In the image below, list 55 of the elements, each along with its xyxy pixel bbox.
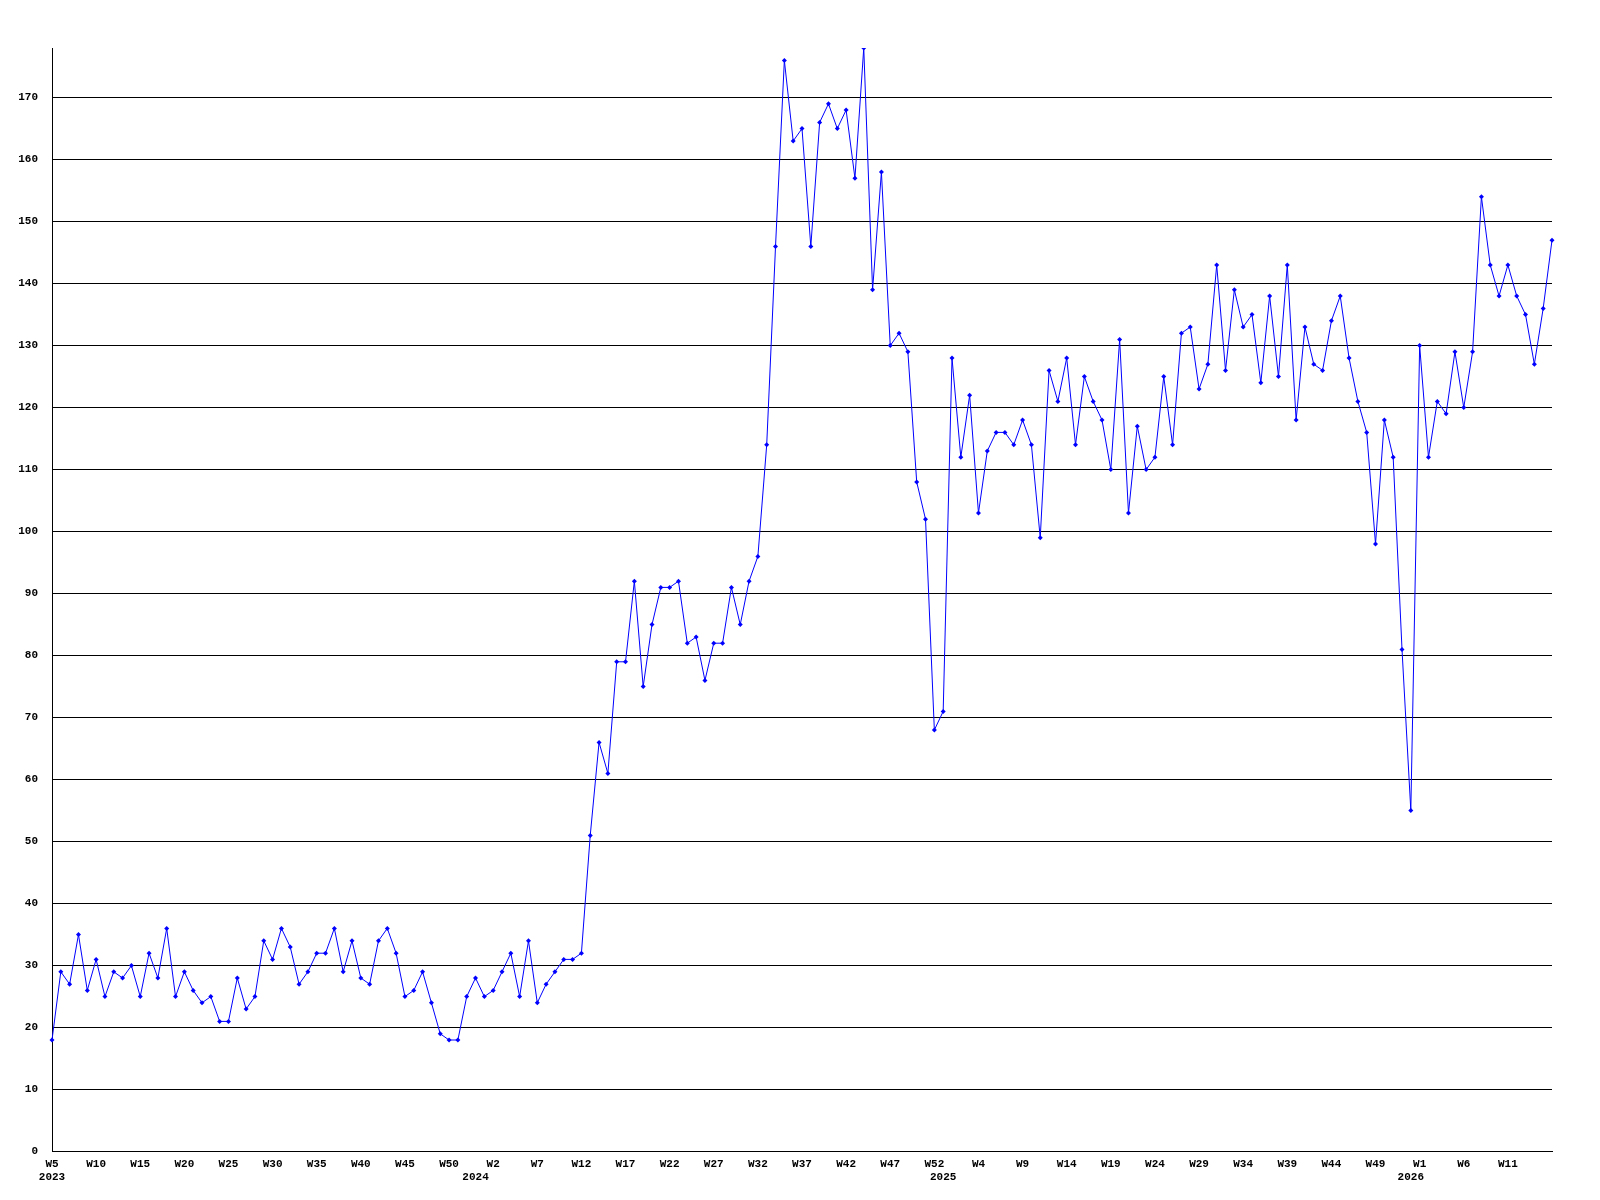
x-tick-label: W27 (703, 1157, 724, 1170)
y-tick-label: 40 (24, 897, 38, 910)
x-tick-label: W32 (747, 1157, 768, 1170)
y-tick-label: 170 (18, 91, 38, 104)
y-tick-label: 60 (24, 773, 38, 786)
y-tick-label: 150 (18, 215, 38, 228)
y-tick-label: 110 (18, 463, 38, 476)
x-tick-label: 2024 (462, 1171, 490, 1184)
x-tick-label: W24 (1145, 1157, 1166, 1170)
x-tick-label: W49 (1365, 1157, 1386, 1170)
x-tick-label: W7 (530, 1157, 544, 1170)
x-tick-label: W50 (439, 1157, 459, 1170)
x-tick-label: W9 (1015, 1157, 1030, 1170)
x-tick-label: W5 2023 (38, 1157, 66, 1184)
x-tick-label: W20 (174, 1157, 195, 1170)
y-tick-label: 100 (18, 525, 38, 538)
x-tick-label: W47 (880, 1157, 901, 1170)
x-tick-label: W34 (1233, 1157, 1254, 1170)
x-tick-label: W25 (218, 1157, 239, 1170)
y-tick-label: 0 (31, 1145, 38, 1158)
x-tick-label: W12 (571, 1157, 592, 1170)
y-tick-label: 10 (24, 1083, 38, 1096)
x-tick-label: W11 (1497, 1157, 1519, 1170)
x-tick-label: W15 (130, 1157, 151, 1170)
y-tick-label: 160 (18, 153, 38, 166)
y-tick-label: 90 (24, 587, 38, 600)
x-tick-label: W35 (306, 1157, 327, 1170)
x-tick-label: W19 (1100, 1157, 1121, 1170)
x-tick-label: W42 (836, 1157, 857, 1170)
x-tick-label: W17 (615, 1157, 636, 1170)
x-tick-label: W39 (1277, 1157, 1298, 1170)
y-tick-label: 20 (24, 1021, 38, 1034)
x-tick-label: W2 (486, 1157, 500, 1170)
y-tick-label: 140 (18, 277, 38, 290)
y-tick-label: 80 (24, 649, 38, 662)
y-tick-label: 70 (24, 711, 38, 724)
x-tick-label: W52 (924, 1157, 945, 1170)
x-tick-label: W37 (792, 1157, 812, 1170)
y-tick-label: 130 (18, 339, 38, 352)
x-tick-label: W4 (971, 1157, 986, 1170)
x-tick-label: W6 (1457, 1157, 1471, 1170)
x-tick-label: W44 (1321, 1157, 1342, 1170)
x-tick-label: W22 (659, 1157, 680, 1170)
y-tick-label: 30 (24, 959, 38, 972)
x-tick-label: W45 (395, 1157, 416, 1170)
y-tick-label: 50 (24, 835, 38, 848)
x-tick-label: W14 (1056, 1157, 1077, 1170)
x-tick-label: W1 (1413, 1157, 1427, 1170)
x-tick-label: W29 (1189, 1157, 1209, 1170)
x-tick-label: 2025 (929, 1171, 957, 1184)
x-tick-label: W10 (86, 1157, 107, 1170)
x-tick-label: W40 (350, 1157, 371, 1170)
y-tick-label: 120 (18, 401, 38, 414)
x-tick-label: 2026 (1397, 1171, 1425, 1184)
x-tick-label: W30 (262, 1157, 283, 1170)
